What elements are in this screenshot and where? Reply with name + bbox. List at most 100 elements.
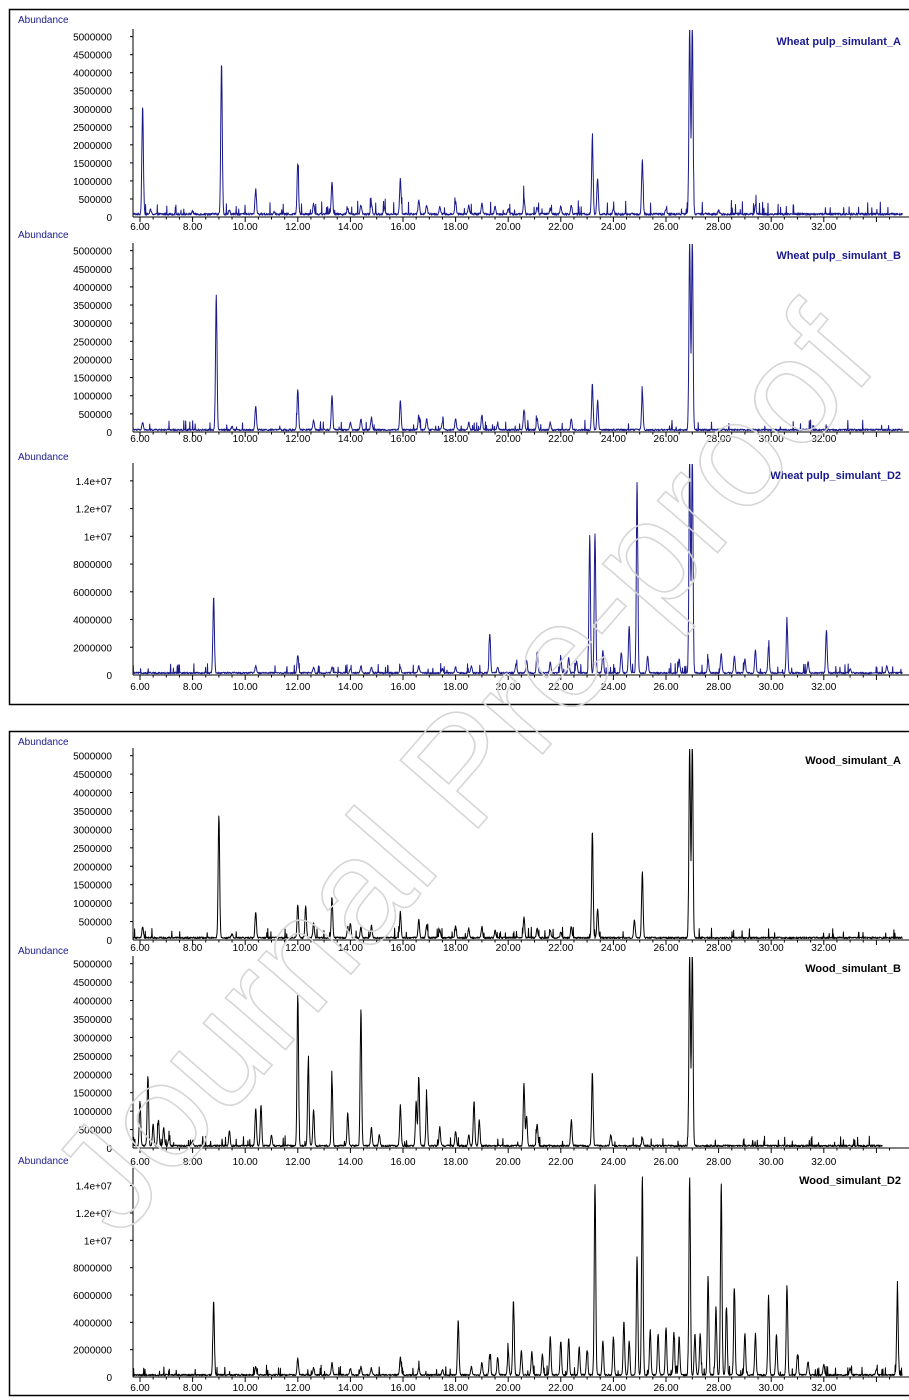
- y-tick-label: 2000000: [73, 643, 112, 654]
- x-tick-label: 28.00: [706, 943, 731, 954]
- y-tick-label: 2000000: [73, 1070, 112, 1081]
- chromatogram-trace: [133, 464, 903, 675]
- x-tick-label: 24.00: [601, 222, 626, 233]
- chart-title: Wood_simulant_D2: [799, 1175, 901, 1187]
- x-tick-label: 6.00: [130, 682, 150, 693]
- y-axis-label: Abundance: [18, 15, 69, 26]
- x-tick-label: 6.00: [130, 1383, 150, 1394]
- x-tick-label: 6.00: [130, 1157, 150, 1168]
- x-tick-label: 6.00: [130, 434, 150, 445]
- chromatogram-trace: [133, 749, 903, 940]
- y-tick-label: 3500000: [73, 807, 112, 818]
- x-tick-label: 20.00: [496, 1383, 521, 1394]
- x-tick-label: 16.00: [390, 1157, 415, 1168]
- x-tick-label: 14.00: [338, 682, 363, 693]
- x-tick-label: 30.00: [759, 682, 784, 693]
- y-tick-label: 5000000: [73, 960, 112, 971]
- x-tick-label: 32.00: [811, 943, 836, 954]
- y-tick-label: 3500000: [73, 301, 112, 312]
- x-tick-label: 18.00: [443, 222, 468, 233]
- x-tick-label: 16.00: [390, 434, 415, 445]
- y-tick-label: 8000000: [73, 560, 112, 571]
- y-axis-label: Abundance: [18, 230, 69, 241]
- y-tick-label: 1500000: [73, 374, 112, 385]
- x-tick-label: 24.00: [601, 1157, 626, 1168]
- x-tick-label: 8.00: [183, 682, 203, 693]
- x-tick-label: 30.00: [759, 1383, 784, 1394]
- y-axis-label: Abundance: [18, 737, 69, 748]
- y-tick-label: 4000000: [73, 1318, 112, 1329]
- y-tick-label: 1000000: [73, 1107, 112, 1118]
- y-tick-label: 0: [106, 1373, 112, 1384]
- chart-panel-3: Abundance 0 2000000 4000000 6000000 8000000 1e…: [18, 452, 909, 693]
- chart-panel-2: Abundance 0 500000 1000000 1500000 2000000 250…: [18, 230, 909, 445]
- x-tick-label: 12.00: [285, 434, 310, 445]
- wood-figure-frame: [8, 730, 909, 1397]
- x-tick-label: 32.00: [811, 222, 836, 233]
- x-tick-label: 32.00: [811, 682, 836, 693]
- x-tick-label: 24.00: [601, 434, 626, 445]
- y-tick-label: 3000000: [73, 105, 112, 116]
- x-tick-label: 14.00: [338, 434, 363, 445]
- x-tick-label: 12.00: [285, 1157, 310, 1168]
- y-tick-label: 4500000: [73, 51, 112, 62]
- x-tick-label: 10.00: [233, 222, 258, 233]
- y-tick-label: 2000000: [73, 141, 112, 152]
- chromatogram-trace: [133, 30, 903, 216]
- y-tick-label: 0: [106, 936, 112, 947]
- x-tick-label: 26.00: [653, 222, 678, 233]
- y-tick-label: 1500000: [73, 159, 112, 170]
- x-tick-label: 6.00: [130, 222, 150, 233]
- y-tick-label: 2500000: [73, 844, 112, 855]
- y-tick-label: 3000000: [73, 825, 112, 836]
- x-tick-label: 12.00: [285, 1383, 310, 1394]
- y-tick-label: 1e+07: [84, 1236, 113, 1247]
- chart-panel-4: Abundance 0 500000 1000000 1500000 2000000 250…: [18, 737, 909, 954]
- y-tick-label: 2500000: [73, 1052, 112, 1063]
- x-tick-label: 12.00: [285, 943, 310, 954]
- x-tick-label: 8.00: [183, 1383, 203, 1394]
- y-tick-label: 4500000: [73, 770, 112, 781]
- x-tick-label: 18.00: [443, 434, 468, 445]
- x-tick-label: 8.00: [183, 222, 203, 233]
- x-tick-label: 32.00: [811, 1383, 836, 1394]
- chromatogram-trace: [133, 957, 883, 1148]
- x-tick-label: 24.00: [601, 943, 626, 954]
- y-tick-label: 5000000: [73, 33, 112, 44]
- y-tick-label: 5000000: [73, 752, 112, 763]
- x-tick-label: 20.00: [496, 1157, 521, 1168]
- y-tick-label: 3500000: [73, 1015, 112, 1026]
- x-tick-label: 10.00: [233, 943, 258, 954]
- x-tick-label: 14.00: [338, 1383, 363, 1394]
- x-tick-label: 10.00: [233, 682, 258, 693]
- y-tick-label: 1.4e+07: [76, 477, 113, 488]
- y-tick-label: 4500000: [73, 265, 112, 276]
- y-tick-label: 6000000: [73, 1291, 112, 1302]
- y-tick-label: 1000000: [73, 899, 112, 910]
- y-tick-label: 0: [106, 213, 112, 224]
- x-tick-label: 14.00: [338, 222, 363, 233]
- x-tick-label: 8.00: [183, 1157, 203, 1168]
- y-tick-label: 1.4e+07: [76, 1182, 113, 1193]
- y-tick-label: 2500000: [73, 123, 112, 134]
- y-tick-label: 1000000: [73, 392, 112, 403]
- x-tick-label: 14.00: [338, 943, 363, 954]
- y-tick-label: 2000000: [73, 862, 112, 873]
- chart-panel-1: Abundance 0 500000 1000000 1500000 2000000 250…: [18, 15, 909, 233]
- x-tick-label: 28.00: [706, 434, 731, 445]
- x-tick-label: 22.00: [548, 434, 573, 445]
- chart-title: Wheat pulp_simulant_D2: [770, 470, 901, 482]
- y-tick-label: 1500000: [73, 1089, 112, 1100]
- x-tick-label: 20.00: [496, 943, 521, 954]
- chart-title: Wood_simulant_B: [805, 963, 901, 975]
- x-tick-label: 18.00: [443, 943, 468, 954]
- y-tick-label: 4500000: [73, 978, 112, 989]
- x-tick-label: 24.00: [601, 1383, 626, 1394]
- x-tick-label: 22.00: [548, 943, 573, 954]
- x-tick-label: 26.00: [653, 1157, 678, 1168]
- x-tick-label: 26.00: [653, 434, 678, 445]
- y-tick-label: 3000000: [73, 1033, 112, 1044]
- x-tick-label: 10.00: [233, 1157, 258, 1168]
- chromatogram-trace: [133, 1176, 903, 1377]
